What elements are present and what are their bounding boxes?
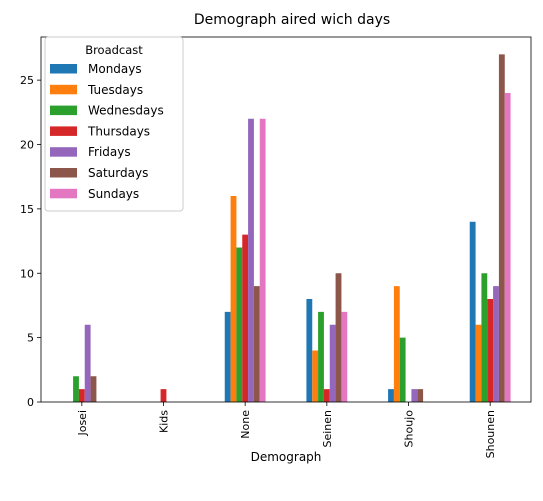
bar-wednesdays-seinen bbox=[318, 311, 324, 402]
legend-label-thursdays: Thursdays bbox=[87, 124, 150, 138]
bar-fridays-none bbox=[248, 118, 254, 402]
legend-swatch-tuesdays bbox=[50, 84, 77, 95]
y-axis: 0 5 10 15 20 25 bbox=[20, 74, 41, 409]
bar-thursdays-kids bbox=[160, 389, 167, 402]
bar-sundays-seinen bbox=[341, 311, 348, 402]
bar-tuesdays-shoujo bbox=[393, 286, 400, 402]
bar-wednesdays-shoujo bbox=[399, 337, 406, 402]
bar-mondays-seinen bbox=[306, 299, 313, 402]
bars-group bbox=[73, 54, 511, 402]
bar-sundays-none bbox=[259, 118, 266, 402]
bar-fridays-shounen bbox=[493, 286, 499, 402]
x-tick-label-seinen: Seinen bbox=[321, 410, 334, 448]
bar-mondays-shoujo bbox=[388, 389, 394, 402]
bar-tuesdays-seinen bbox=[312, 350, 319, 402]
bar-mondays-none bbox=[224, 311, 231, 402]
y-tick-label: 25 bbox=[20, 74, 34, 87]
x-tick-label-josei: Josei bbox=[76, 410, 89, 437]
bar-tuesdays-none bbox=[230, 196, 237, 402]
x-tick-label-none: None bbox=[239, 410, 252, 439]
y-tick-label: 15 bbox=[20, 203, 34, 216]
bar-wednesdays-shounen bbox=[481, 273, 488, 402]
bar-saturdays-seinen bbox=[335, 273, 342, 402]
legend-label-wednesdays: Wednesdays bbox=[88, 104, 164, 118]
legend-swatch-mondays bbox=[50, 64, 77, 74]
bar-tuesdays-shounen bbox=[475, 324, 482, 402]
bar-mondays-shounen bbox=[469, 221, 476, 402]
legend-title: Broadcast bbox=[85, 43, 143, 57]
bar-thursdays-none bbox=[242, 234, 249, 402]
legend-swatch-thursdays bbox=[50, 126, 77, 136]
x-axis: Josei Kids None Seinen Shoujo Shounen bbox=[76, 402, 497, 458]
bar-wednesdays-none bbox=[236, 247, 243, 402]
bar-wednesdays-josei bbox=[73, 376, 79, 402]
bar-thursdays-josei bbox=[78, 389, 85, 402]
y-tick-label: 10 bbox=[20, 267, 34, 280]
legend-swatch-sundays bbox=[50, 188, 77, 199]
legend-label-sundays: Sundays bbox=[88, 187, 139, 201]
x-tick-label-shounen: Shounen bbox=[484, 410, 497, 458]
bar-fridays-seinen bbox=[329, 324, 336, 402]
legend-box bbox=[44, 36, 184, 212]
bar-sundays-shounen bbox=[504, 93, 511, 402]
legend-label-saturdays: Saturdays bbox=[88, 166, 148, 180]
bar-saturdays-shounen bbox=[498, 54, 505, 402]
bar-thursdays-shounen bbox=[487, 299, 494, 402]
x-axis-label: Demograph bbox=[251, 450, 322, 464]
legend-swatch-saturdays bbox=[50, 168, 77, 178]
legend-label-tuesdays: Tuesdays bbox=[87, 83, 143, 97]
plot-frame bbox=[40, 36, 532, 403]
y-tick-label: 5 bbox=[27, 332, 34, 345]
bar-saturdays-josei bbox=[90, 376, 97, 402]
legend-label-mondays: Mondays bbox=[88, 62, 142, 76]
bar-saturdays-none bbox=[253, 286, 260, 402]
y-tick-label: 20 bbox=[20, 139, 34, 152]
legend-swatch-fridays bbox=[50, 147, 77, 157]
legend-swatch-wednesdays bbox=[50, 105, 77, 116]
y-tick-label: 0 bbox=[27, 396, 34, 409]
bar-saturdays-shoujo bbox=[417, 389, 424, 402]
chart-title: Demograph aired wich days bbox=[194, 12, 390, 28]
x-tick-label-kids: Kids bbox=[158, 410, 171, 433]
bar-thursdays-seinen bbox=[323, 389, 330, 402]
bar-fridays-shoujo bbox=[411, 389, 418, 402]
x-tick-label-shoujo: Shoujo bbox=[403, 410, 416, 448]
bar-fridays-josei bbox=[84, 324, 91, 402]
legend-label-fridays: Fridays bbox=[88, 145, 131, 159]
legend: Broadcast Mondays Tuesdays Wednesdays Thursd… bbox=[44, 36, 184, 212]
